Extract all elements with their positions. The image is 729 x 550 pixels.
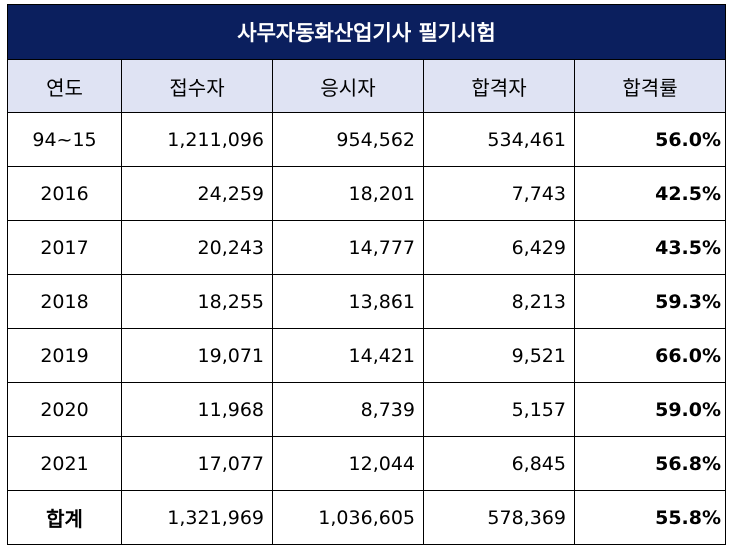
cell-total-pass-rate: 55.8% — [573, 490, 727, 545]
table-row: 2018 18,255 13,861 8,213 59.3% — [7, 274, 727, 329]
cell-applicants: 18,255 — [121, 274, 273, 329]
cell-year: 94~15 — [7, 112, 122, 167]
cell-total-applicants: 1,321,969 — [121, 490, 273, 545]
table-title-row: 사무자동화산업기사 필기시험 — [6, 4, 727, 60]
cell-examinees: 954,562 — [272, 112, 424, 167]
header-year: 연도 — [7, 59, 122, 113]
table-title: 사무자동화산업기사 필기시험 — [6, 4, 727, 60]
cell-applicants: 11,968 — [121, 382, 273, 437]
cell-pass-rate: 59.0% — [573, 382, 727, 437]
cell-total-passers: 578,369 — [423, 490, 575, 545]
table-row: 2021 17,077 12,044 6,845 56.8% — [7, 436, 727, 491]
header-applicants: 접수자 — [121, 59, 273, 113]
cell-pass-rate: 59.3% — [573, 274, 727, 329]
cell-passers: 7,743 — [423, 166, 575, 221]
cell-pass-rate: 66.0% — [573, 328, 727, 383]
header-passers: 합격자 — [423, 59, 575, 113]
cell-year: 2018 — [7, 274, 122, 329]
cell-passers: 534,461 — [423, 112, 575, 167]
cell-examinees: 13,861 — [272, 274, 424, 329]
cell-examinees: 14,421 — [272, 328, 424, 383]
cell-examinees: 12,044 — [272, 436, 424, 491]
header-examinees: 응시자 — [272, 59, 424, 113]
header-pass-rate: 합격률 — [573, 59, 727, 113]
cell-examinees: 18,201 — [272, 166, 424, 221]
cell-applicants: 20,243 — [121, 220, 273, 275]
cell-examinees: 14,777 — [272, 220, 424, 275]
cell-passers: 9,521 — [423, 328, 575, 383]
table-row: 2017 20,243 14,777 6,429 43.5% — [7, 220, 727, 275]
exam-statistics-table: 사무자동화산업기사 필기시험 연도 접수자 응시자 합격자 합격률 94~15 … — [6, 4, 727, 545]
cell-pass-rate: 56.0% — [573, 112, 727, 167]
cell-applicants: 17,077 — [121, 436, 273, 491]
cell-passers: 6,429 — [423, 220, 575, 275]
table-row: 2019 19,071 14,421 9,521 66.0% — [7, 328, 727, 383]
total-row: 합계 1,321,969 1,036,605 578,369 55.8% — [7, 490, 727, 545]
cell-total-label: 합계 — [7, 490, 122, 545]
cell-examinees: 8,739 — [272, 382, 424, 437]
cell-year: 2020 — [7, 382, 122, 437]
cell-passers: 6,845 — [423, 436, 575, 491]
cell-applicants: 24,259 — [121, 166, 273, 221]
cell-year: 2016 — [7, 166, 122, 221]
cell-applicants: 19,071 — [121, 328, 273, 383]
cell-year: 2019 — [7, 328, 122, 383]
cell-year: 2017 — [7, 220, 122, 275]
column-header-row: 연도 접수자 응시자 합격자 합격률 — [7, 59, 727, 113]
cell-year: 2021 — [7, 436, 122, 491]
cell-applicants: 1,211,096 — [121, 112, 273, 167]
cell-total-examinees: 1,036,605 — [272, 490, 424, 545]
cell-pass-rate: 42.5% — [573, 166, 727, 221]
table-row: 2020 11,968 8,739 5,157 59.0% — [7, 382, 727, 437]
cell-passers: 5,157 — [423, 382, 575, 437]
table-row: 2016 24,259 18,201 7,743 42.5% — [7, 166, 727, 221]
table-row: 94~15 1,211,096 954,562 534,461 56.0% — [7, 112, 727, 167]
cell-pass-rate: 56.8% — [573, 436, 727, 491]
cell-passers: 8,213 — [423, 274, 575, 329]
cell-pass-rate: 43.5% — [573, 220, 727, 275]
exam-statistics-table-wrapper: 사무자동화산업기사 필기시험 연도 접수자 응시자 합격자 합격률 94~15 … — [6, 4, 727, 545]
